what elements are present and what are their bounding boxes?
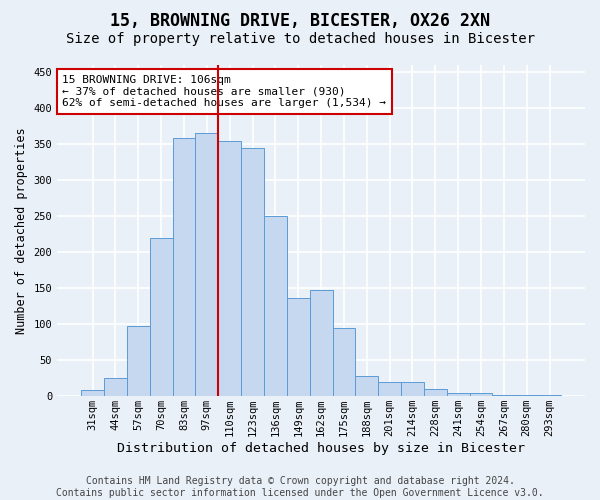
Bar (401, 382, 424, 396)
X-axis label: Distribution of detached houses by size in Bicester: Distribution of detached houses by size … (117, 442, 525, 455)
Bar (378, 382, 401, 396)
Bar (196, 134, 218, 396)
Bar (470, 394, 493, 396)
Bar (150, 238, 173, 396)
Bar (355, 376, 378, 396)
Bar (241, 148, 264, 396)
Bar (424, 389, 447, 396)
Bar (173, 138, 196, 396)
Bar (310, 290, 332, 396)
Text: 15 BROWNING DRIVE: 106sqm
← 37% of detached houses are smaller (930)
62% of semi: 15 BROWNING DRIVE: 106sqm ← 37% of detac… (62, 75, 386, 108)
Bar (287, 298, 310, 396)
Text: Size of property relative to detached houses in Bicester: Size of property relative to detached ho… (65, 32, 535, 46)
Bar (127, 326, 150, 396)
Bar (104, 378, 127, 396)
Text: Contains HM Land Registry data © Crown copyright and database right 2024.
Contai: Contains HM Land Registry data © Crown c… (56, 476, 544, 498)
Bar (218, 140, 241, 396)
Bar (332, 328, 355, 396)
Bar (81, 390, 104, 396)
Bar (264, 216, 287, 396)
Bar (447, 394, 470, 396)
Text: 15, BROWNING DRIVE, BICESTER, OX26 2XN: 15, BROWNING DRIVE, BICESTER, OX26 2XN (110, 12, 490, 30)
Y-axis label: Number of detached properties: Number of detached properties (15, 128, 28, 334)
